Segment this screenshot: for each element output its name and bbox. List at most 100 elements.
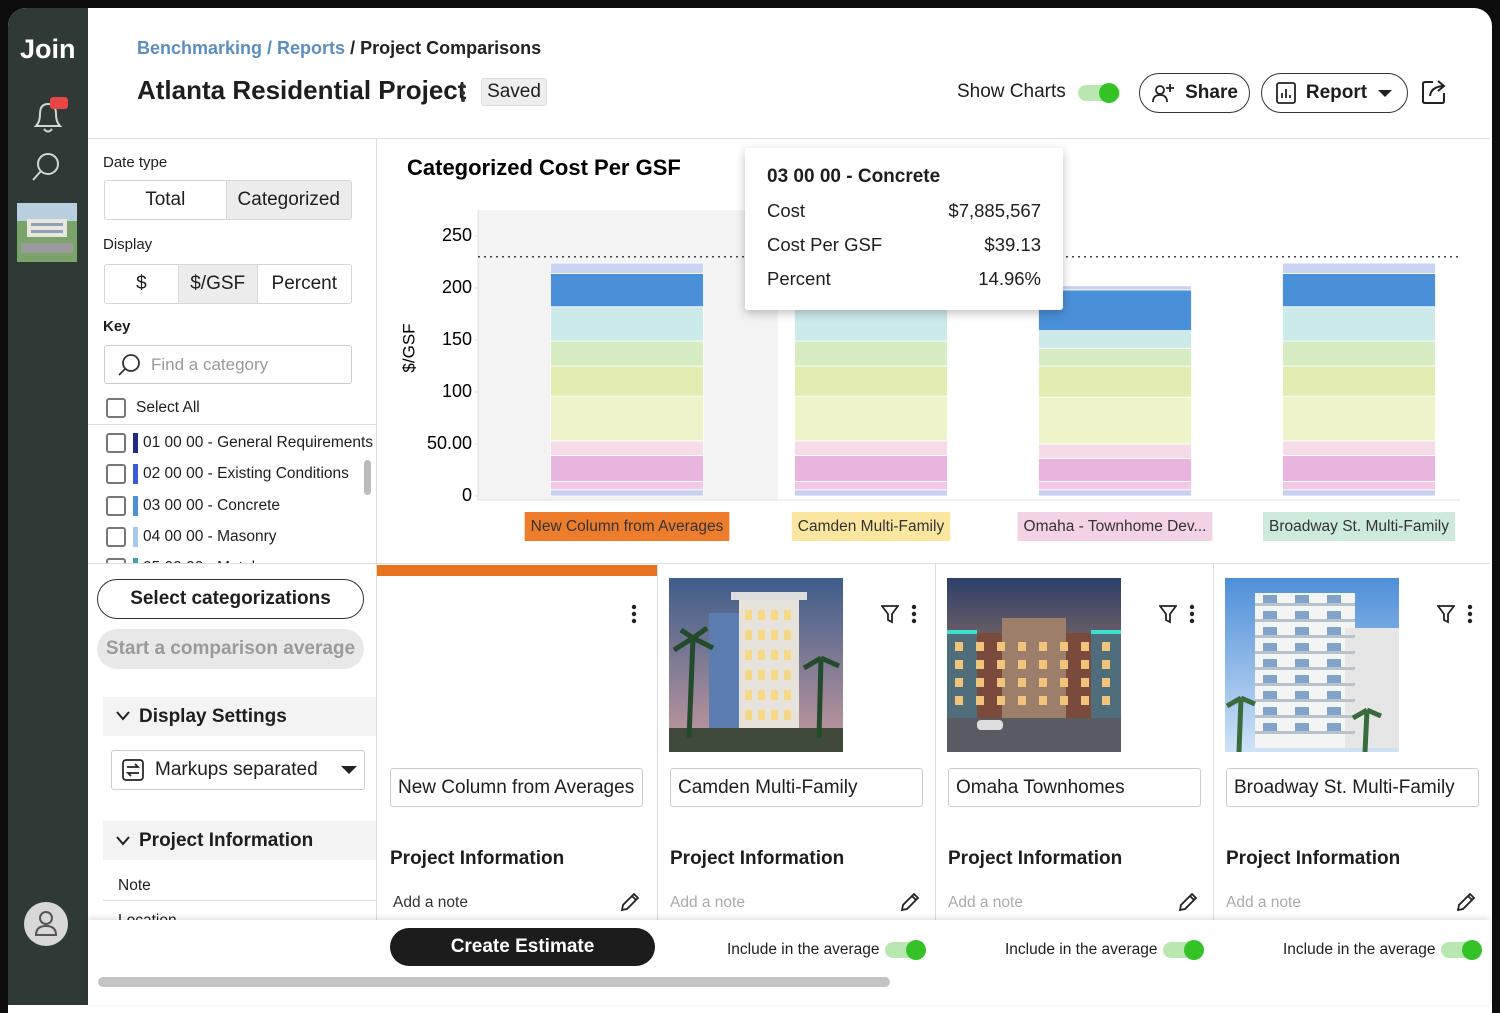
icon-part (1255, 699, 1355, 702)
date-type-label: Date type (103, 154, 168, 171)
column-name-input[interactable]: Camden Multi-Family (670, 768, 923, 807)
icon-part (771, 690, 778, 700)
bar-segment (1282, 440, 1436, 456)
bar-segment (794, 440, 948, 456)
footer (88, 920, 1490, 1005)
checkbox[interactable] (106, 433, 126, 453)
edit-icon[interactable] (1455, 891, 1477, 918)
column-name-input[interactable]: New Column from Averages (390, 768, 643, 807)
project-information-header[interactable]: Project Information (103, 821, 376, 860)
edit-icon[interactable] (1177, 891, 1199, 918)
icon-part (1255, 603, 1355, 606)
icon-part (997, 642, 1005, 651)
include-toggle[interactable] (1439, 937, 1485, 968)
display-label: Display (103, 236, 153, 253)
option[interactable]: Categorized (226, 181, 351, 219)
icon-part (1378, 90, 1393, 97)
export-icon[interactable] (1421, 79, 1447, 105)
icon-part (1436, 605, 1456, 624)
icon-part (1295, 691, 1309, 699)
icon-part (620, 892, 640, 912)
include-toggle[interactable] (1161, 937, 1207, 968)
note-input[interactable]: Add a note (948, 894, 1023, 911)
note-input[interactable]: Add a note (1226, 894, 1301, 911)
icon-part (1102, 660, 1110, 669)
tooltip-value: $7,885,567 (948, 200, 1041, 221)
bell-icon[interactable] (30, 96, 70, 138)
share-button[interactable]: Share (1139, 73, 1250, 113)
icon-part (1295, 723, 1309, 731)
icon-part (784, 610, 791, 620)
icon-part (1255, 731, 1355, 734)
logo[interactable]: Join (20, 34, 76, 64)
markups-dropdown[interactable]: Markups separated (111, 750, 365, 790)
search-icon[interactable] (30, 151, 62, 185)
option[interactable]: $ (105, 265, 179, 303)
bar-segment (1282, 365, 1436, 397)
column-name-input[interactable]: Omaha Townhomes (948, 768, 1201, 807)
checkbox[interactable] (106, 398, 126, 418)
horizontal-scrollbar[interactable] (98, 977, 890, 987)
checkbox[interactable] (106, 495, 126, 516)
create-estimate-button[interactable]: Create Estimate (390, 928, 655, 966)
y-tick-label: 250 (442, 225, 472, 245)
bar-segment (1282, 455, 1436, 482)
report-button[interactable]: Report (1261, 73, 1408, 113)
category-search[interactable]: Find a category (104, 345, 352, 384)
column-menu[interactable] (630, 603, 638, 630)
y-axis-label: $/GSF (399, 323, 418, 372)
icon-part (955, 660, 963, 669)
option[interactable]: Percent (271, 273, 337, 294)
edit-icon[interactable] (899, 891, 921, 918)
icon-part (1429, 80, 1446, 97)
project-image (947, 578, 1121, 752)
icon-part (906, 940, 926, 960)
checkbox[interactable] (106, 526, 126, 547)
key-swatch (133, 433, 138, 453)
checkbox[interactable] (106, 558, 126, 563)
category-chip (1262, 512, 1456, 541)
column-menu[interactable] (910, 603, 918, 630)
filter-icon[interactable] (1158, 604, 1178, 629)
column-menu[interactable] (1188, 603, 1196, 630)
tooltip: 03 00 00 - Concrete Cost $7,885,567 Cost P… (745, 148, 1063, 310)
option[interactable]: $/GSF (178, 265, 258, 303)
filter-icon[interactable] (880, 604, 900, 629)
note-input[interactable]: Add a note (670, 894, 745, 911)
icon-part (1462, 940, 1482, 960)
y-tick-label: 0 (462, 485, 472, 505)
panel-divider (376, 139, 377, 922)
title-menu[interactable] (458, 82, 468, 104)
bar-segment (1282, 395, 1436, 442)
dropdown-caret (1378, 90, 1393, 97)
icon-part (1467, 604, 1473, 610)
filter-icon[interactable] (1436, 604, 1456, 629)
breadcrumb-link[interactable]: Benchmarking / Reports (137, 38, 346, 58)
column-name-input[interactable]: Broadway St. Multi-Family (1226, 768, 1479, 807)
show-charts-toggle[interactable] (1076, 80, 1124, 106)
edit-icon[interactable] (619, 891, 641, 918)
y-tick-label: 50.00 (427, 433, 472, 453)
select-categorizations-button[interactable]: Select categorizations (97, 579, 364, 619)
avatar[interactable] (23, 901, 69, 947)
scrollbar[interactable] (364, 460, 371, 495)
column-menu[interactable] (1466, 603, 1474, 630)
include-toggle[interactable] (883, 937, 929, 968)
section-title: Display Settings (139, 705, 287, 727)
icon-part (1060, 642, 1068, 651)
icon-part (1018, 696, 1026, 705)
icon-part (1295, 611, 1309, 619)
option[interactable]: Total (105, 181, 227, 219)
header-divider (88, 138, 1490, 139)
column-divider (657, 563, 658, 1005)
project-thumbnail[interactable] (17, 203, 77, 262)
icon-part (1422, 81, 1445, 104)
display-settings-header[interactable]: Display Settings (103, 697, 376, 736)
icon-part (631, 604, 637, 610)
comparison-average-button[interactable]: Start a comparison average (97, 629, 364, 669)
note-input[interactable]: Add a note (393, 894, 468, 911)
checkbox[interactable] (106, 464, 126, 485)
icon-part (1102, 678, 1110, 687)
icon-part (1189, 604, 1195, 624)
icon-part (1081, 660, 1089, 669)
